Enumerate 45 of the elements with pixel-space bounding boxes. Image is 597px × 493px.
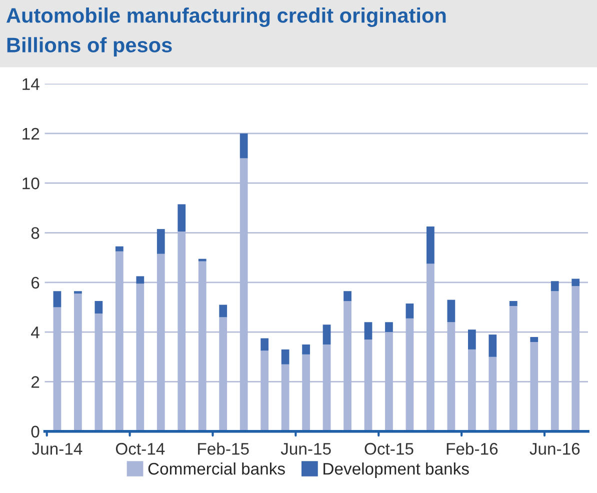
chart-subtitle: Billions of pesos xyxy=(7,37,172,57)
bar xyxy=(447,300,456,322)
x-tick-label: Oct-15 xyxy=(364,442,414,455)
bar xyxy=(94,301,103,314)
bar xyxy=(426,226,434,264)
bar xyxy=(488,334,497,357)
bar xyxy=(530,337,538,342)
bar xyxy=(344,291,352,302)
y-tick-label: 2 xyxy=(31,376,40,388)
x-tick-label: Jun-16 xyxy=(530,442,580,455)
x-tick-label: Jun-15 xyxy=(280,443,331,455)
bar xyxy=(53,291,62,308)
x-tick-label: Feb-16 xyxy=(446,442,498,455)
bar xyxy=(74,291,82,294)
bar xyxy=(281,349,290,364)
bar xyxy=(385,322,393,332)
x-tick-label: Jun-14 xyxy=(32,443,82,455)
bar xyxy=(240,133,248,158)
x-tick-label: Feb-15 xyxy=(198,442,249,455)
legend-label: Commercial banks xyxy=(148,462,285,475)
chart-title: Automobile manufacturing credit origination xyxy=(6,8,446,28)
y-tick-label: 4 xyxy=(31,326,40,338)
y-tick-label: 6 xyxy=(31,276,40,289)
bar xyxy=(115,246,124,252)
bar xyxy=(136,276,144,284)
legend-label: Development banks xyxy=(324,462,469,478)
bar xyxy=(550,281,559,292)
bar xyxy=(468,330,476,350)
bar xyxy=(364,322,372,340)
bar xyxy=(406,304,414,318)
bar xyxy=(260,338,269,351)
bar xyxy=(572,278,580,286)
y-tick-label: 8 xyxy=(31,227,40,239)
bar xyxy=(302,344,310,354)
y-tick-label: 10 xyxy=(22,178,40,190)
bar xyxy=(198,258,206,262)
x-tick-label: Oct-14 xyxy=(116,442,165,455)
bar xyxy=(219,304,228,318)
y-tick-label: 14 xyxy=(22,78,40,90)
bar xyxy=(156,229,165,254)
bar xyxy=(322,324,331,344)
bar xyxy=(509,301,518,306)
y-tick-label: 0 xyxy=(31,426,40,438)
bar xyxy=(178,204,186,232)
y-tick-label: 12 xyxy=(22,128,40,140)
